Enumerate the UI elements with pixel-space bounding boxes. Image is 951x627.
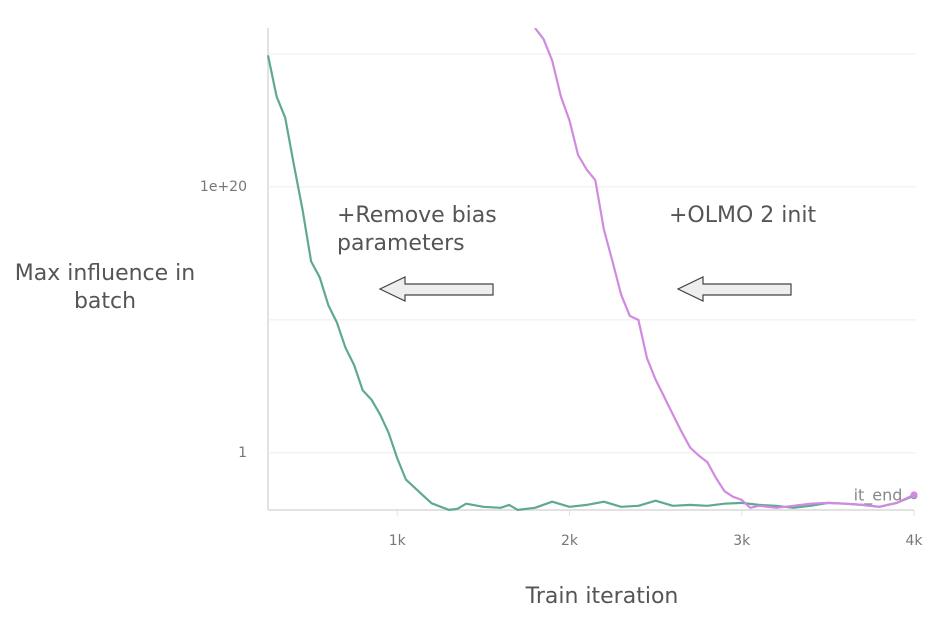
arrow xyxy=(676,276,792,302)
end-point xyxy=(910,491,918,499)
arrow xyxy=(378,276,494,302)
y-axis-label: Max influence in batch xyxy=(14,261,196,314)
x-tick-label: 1k xyxy=(389,533,407,549)
annotation: +OLMO 2 init xyxy=(669,203,817,228)
line xyxy=(534,28,915,509)
plot-area xyxy=(266,28,915,511)
line xyxy=(266,55,915,511)
x-tick-label: 2k xyxy=(561,533,579,549)
annotation: +Remove bias parameters xyxy=(337,203,497,256)
x-tick-label: 3k xyxy=(733,533,751,549)
x-axis-label: Train iteration xyxy=(525,584,679,609)
y-tick-label: 1e+20 xyxy=(200,179,247,195)
annotation: it_end xyxy=(854,486,903,506)
y-tick-label: 1 xyxy=(238,445,247,461)
x-tick-label: 4k xyxy=(905,533,923,549)
